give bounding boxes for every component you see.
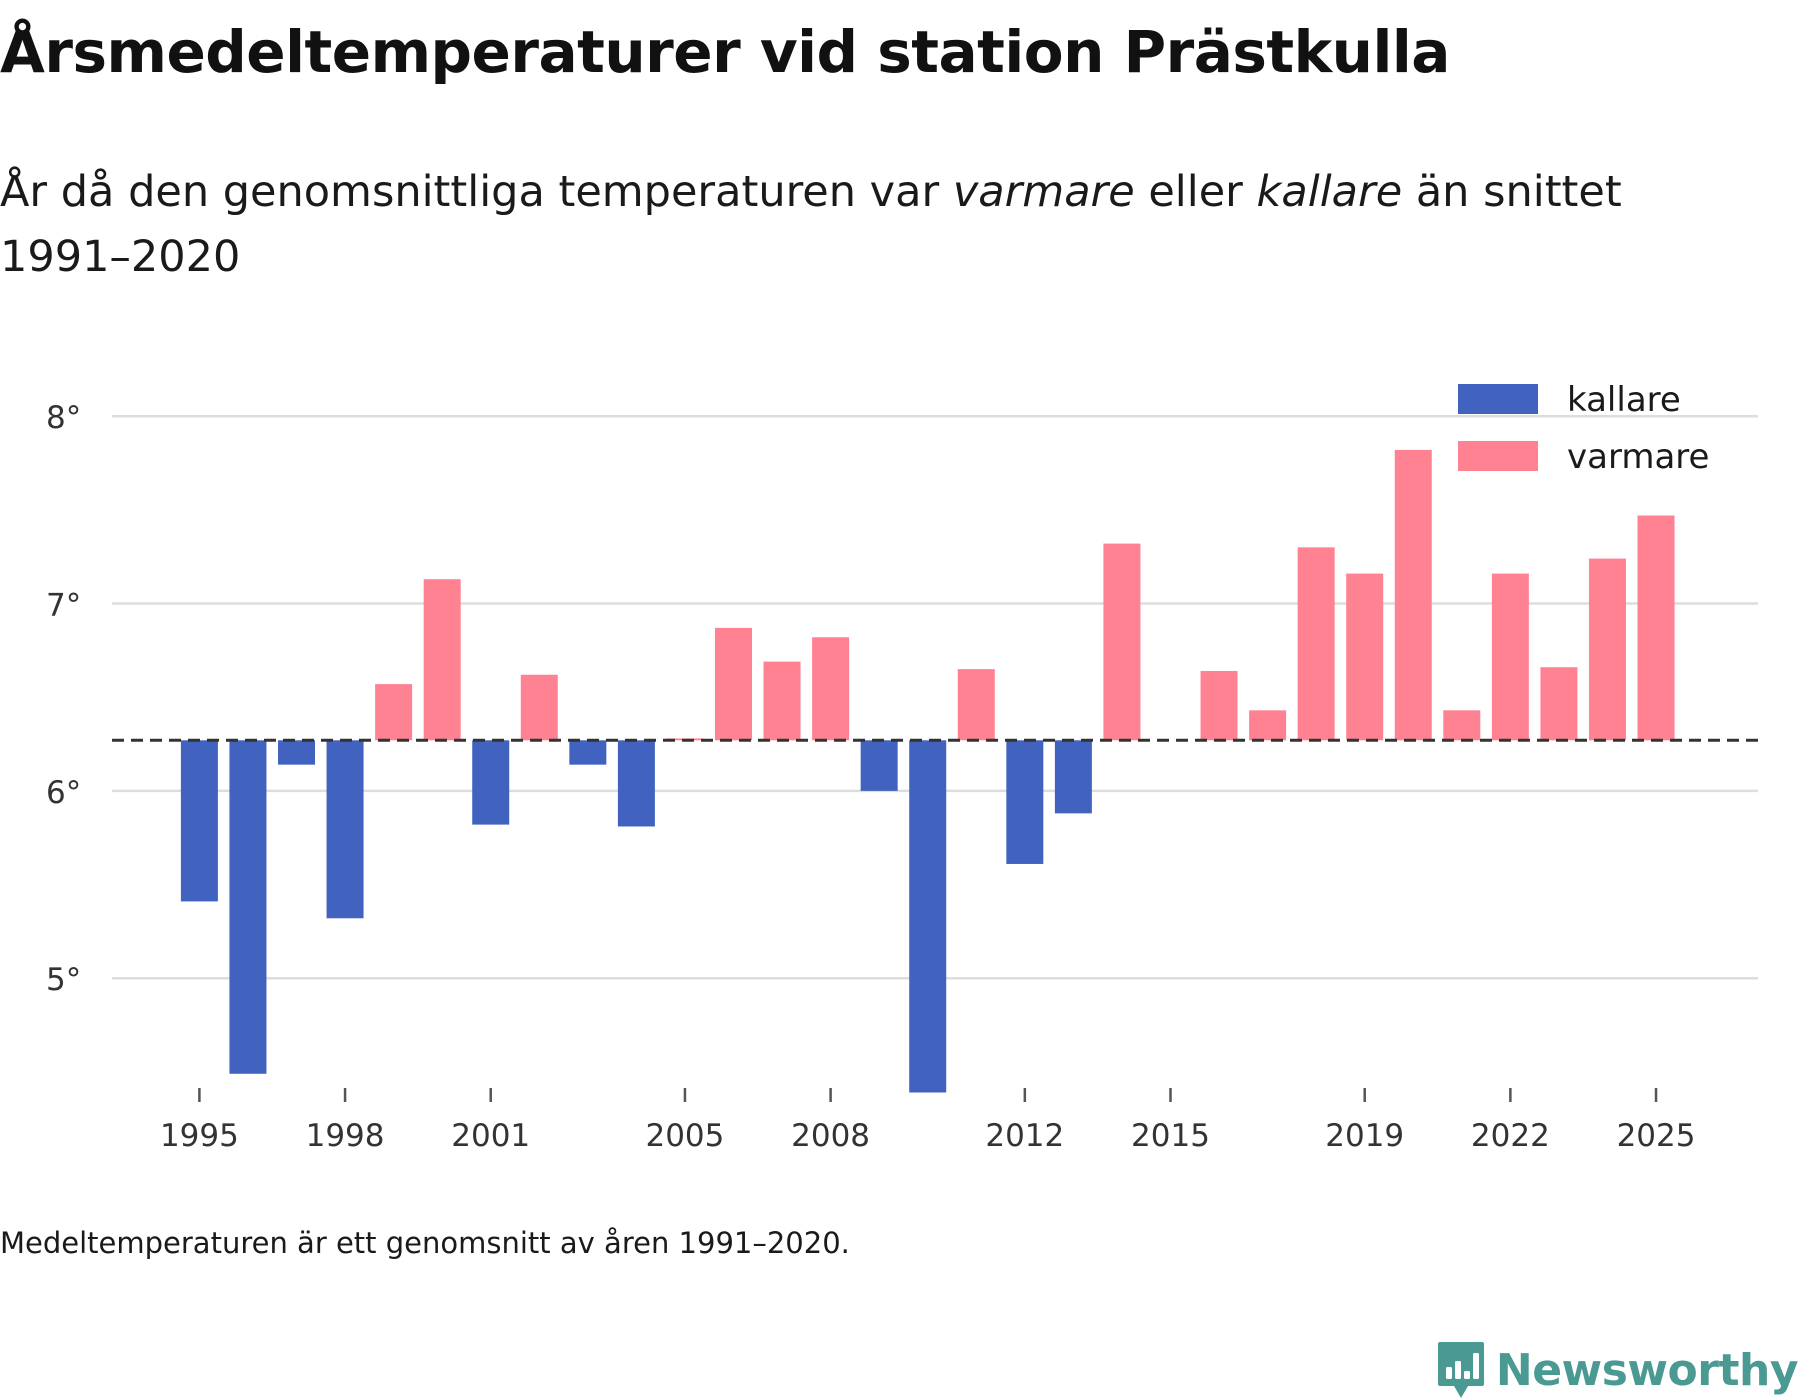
bar-chart: 5° 6° 7° 8° 1995 1998 2001 2005 2008 2012 2015 201…	[46, 380, 1758, 1154]
x-tick-label: 1998	[306, 1118, 385, 1154]
x-tick-label: 2022	[1471, 1118, 1550, 1154]
legend-label-cold: kallare	[1567, 380, 1681, 420]
chart-subtitle: År då den genomsnittliga temperaturen va…	[0, 160, 1700, 290]
bar-warm	[520, 674, 558, 741]
brand-name: Newsworthy	[1495, 1344, 1799, 1396]
subtitle-text-2: eller	[1134, 167, 1257, 217]
bar-warm	[1588, 558, 1626, 741]
x-tick-label: 2012	[985, 1118, 1064, 1154]
bar-warm	[1200, 670, 1238, 741]
newsworthy-logo-icon	[1437, 1342, 1484, 1398]
bar-cold	[326, 740, 364, 919]
bar-cold	[569, 740, 607, 765]
x-tick-label: 2015	[1131, 1118, 1210, 1154]
legend: kallare varmare	[1458, 380, 1709, 477]
chart-title: Årsmedeltemperaturer vid station Prästku…	[0, 18, 1450, 86]
bar-cold	[1006, 740, 1044, 864]
bar-warm	[375, 684, 413, 741]
bar-cold	[860, 740, 898, 791]
x-tick-label: 2008	[791, 1118, 870, 1154]
bar-warm	[1394, 449, 1432, 741]
bar-cold	[180, 740, 218, 902]
y-tick-label: 5°	[46, 962, 81, 998]
bar-warm	[1346, 573, 1384, 741]
bar-cold	[1054, 740, 1092, 814]
bar-warm	[957, 669, 995, 741]
subtitle-cold-word: kallare	[1256, 167, 1403, 217]
bar-warm	[1297, 547, 1335, 741]
x-tick-label: 2025	[1617, 1118, 1696, 1154]
subtitle-text-3: än snittet 1991–2020	[0, 167, 1622, 282]
bar-warm	[1103, 543, 1141, 741]
bar-warm	[763, 661, 801, 741]
x-tick-label: 2001	[451, 1118, 530, 1154]
x-axis: 1995 1998 2001 2005 2008 2012 2015 2019 2022 2025	[160, 1088, 1696, 1154]
y-axis: 5° 6° 7° 8°	[46, 400, 81, 998]
bar-warm	[423, 579, 461, 741]
bar-warm	[714, 627, 752, 741]
bar-cold	[472, 740, 510, 825]
x-tick-label: 2005	[645, 1118, 724, 1154]
bar-cold	[617, 740, 655, 827]
y-tick-label: 7°	[46, 588, 81, 624]
subtitle-warm-word: varmare	[952, 167, 1135, 217]
bars	[180, 449, 1675, 1093]
y-tick-label: 8°	[46, 400, 81, 436]
y-tick-label: 6°	[46, 775, 81, 811]
brand-logo: Newsworthy	[1436, 1340, 1799, 1400]
bar-warm	[1637, 515, 1675, 741]
bar-warm	[812, 637, 850, 741]
bar-cold	[909, 740, 947, 1093]
legend-label-warm: varmare	[1567, 437, 1709, 477]
bar-cold	[278, 740, 316, 765]
x-tick-label: 1995	[160, 1118, 239, 1154]
footnote: Medeltemperaturen är ett genomsnitt av å…	[0, 1226, 850, 1260]
legend-swatch-warm	[1458, 441, 1538, 471]
bar-warm	[1249, 710, 1287, 741]
subtitle-text-1: År då den genomsnittliga temperaturen va…	[0, 167, 953, 217]
bar-warm	[1540, 667, 1578, 741]
bar-warm	[1491, 573, 1529, 741]
bar-warm	[1443, 710, 1481, 741]
bar-cold	[229, 740, 267, 1074]
legend-swatch-cold	[1458, 384, 1538, 414]
x-tick-label: 2019	[1325, 1118, 1404, 1154]
